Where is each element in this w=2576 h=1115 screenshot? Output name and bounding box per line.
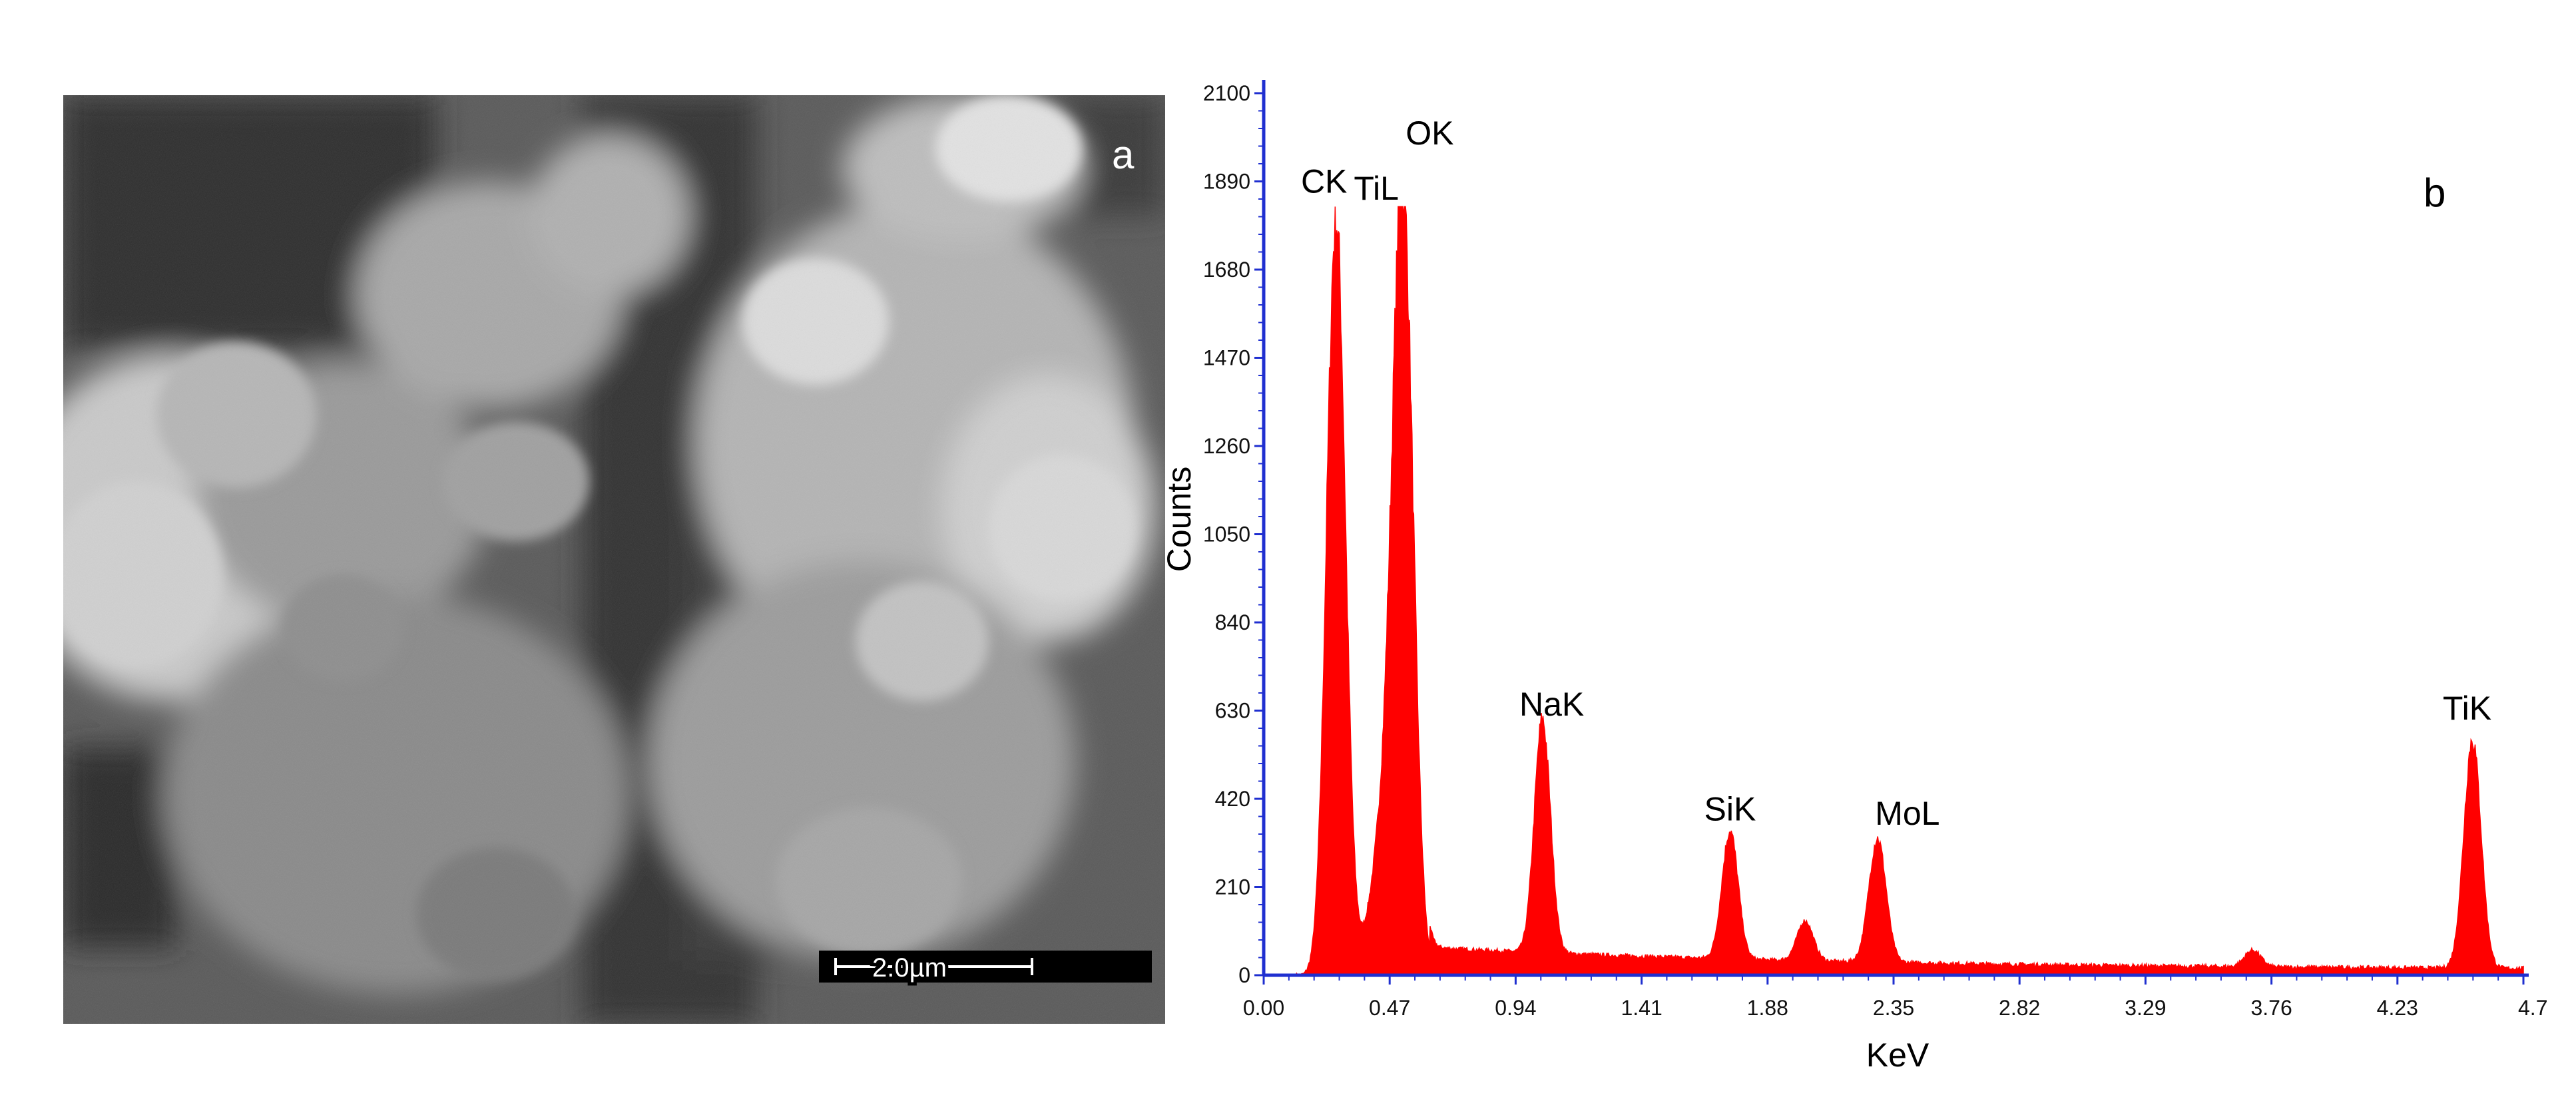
x-tick-label: 4.7 bbox=[2518, 996, 2547, 1020]
y-tick-label: 1890 bbox=[1203, 170, 1250, 194]
x-tick-label: 0.94 bbox=[1495, 996, 1536, 1020]
peak-label-nak: NaK bbox=[1519, 686, 1584, 723]
x-tick-label: 3.76 bbox=[2250, 996, 2292, 1020]
tick-labels: 0.00 0.47 0.94 1.41 1.88 2.35 2.82 3.29 3.76 4.23… bbox=[1203, 81, 2548, 1020]
sem-image: 2.0µm a bbox=[63, 95, 1165, 1024]
scale-bar-label: 2.0µm bbox=[872, 953, 947, 983]
x-tick-label: 2.35 bbox=[1873, 996, 1914, 1020]
y-tick-label: 630 bbox=[1215, 699, 1250, 723]
panel-b-letter: b bbox=[2424, 170, 2446, 215]
x-tick-label: 1.88 bbox=[1747, 996, 1788, 1020]
y-tick-label: 420 bbox=[1215, 787, 1250, 811]
sem-micrograph: 2.0µm bbox=[63, 95, 1165, 1024]
y-tick-label: 210 bbox=[1215, 875, 1250, 899]
panel-a-letter: a bbox=[1112, 132, 1135, 177]
y-tick-label: 2100 bbox=[1203, 81, 1250, 105]
x-tick-label: 0.00 bbox=[1243, 996, 1284, 1020]
x-tick-label: 2.82 bbox=[1999, 996, 2040, 1020]
chart-axes bbox=[1262, 80, 2529, 977]
peak-label-til: TiL bbox=[1354, 170, 1399, 207]
y-tick-label: 1680 bbox=[1203, 258, 1250, 282]
peak-label-mol: MoL bbox=[1875, 795, 1939, 832]
x-tick-label: 0.47 bbox=[1369, 996, 1410, 1020]
peak-label-ck: CK bbox=[1301, 162, 1347, 200]
y-axis-title: Counts bbox=[1160, 467, 1198, 572]
peak-label-ok: OK bbox=[1406, 114, 1453, 152]
x-tick-label: 1.41 bbox=[1621, 996, 1662, 1020]
peak-label-tik: TiK bbox=[2443, 690, 2491, 727]
x-tick-label: 4.23 bbox=[2377, 996, 2418, 1020]
spectrum-fill bbox=[1295, 206, 2524, 976]
y-tick-label: 840 bbox=[1215, 610, 1250, 634]
y-tick-label: 0 bbox=[1238, 963, 1250, 987]
y-tick-label: 1050 bbox=[1203, 523, 1250, 547]
x-tick-label: 3.29 bbox=[2125, 996, 2166, 1020]
spectrum-area bbox=[1295, 206, 2524, 976]
x-axis-title: KeV bbox=[1866, 1036, 1930, 1074]
peak-label-sik: SiK bbox=[1704, 791, 1756, 828]
y-tick-label: 1470 bbox=[1203, 346, 1250, 370]
y-tick-label: 1260 bbox=[1203, 434, 1250, 458]
